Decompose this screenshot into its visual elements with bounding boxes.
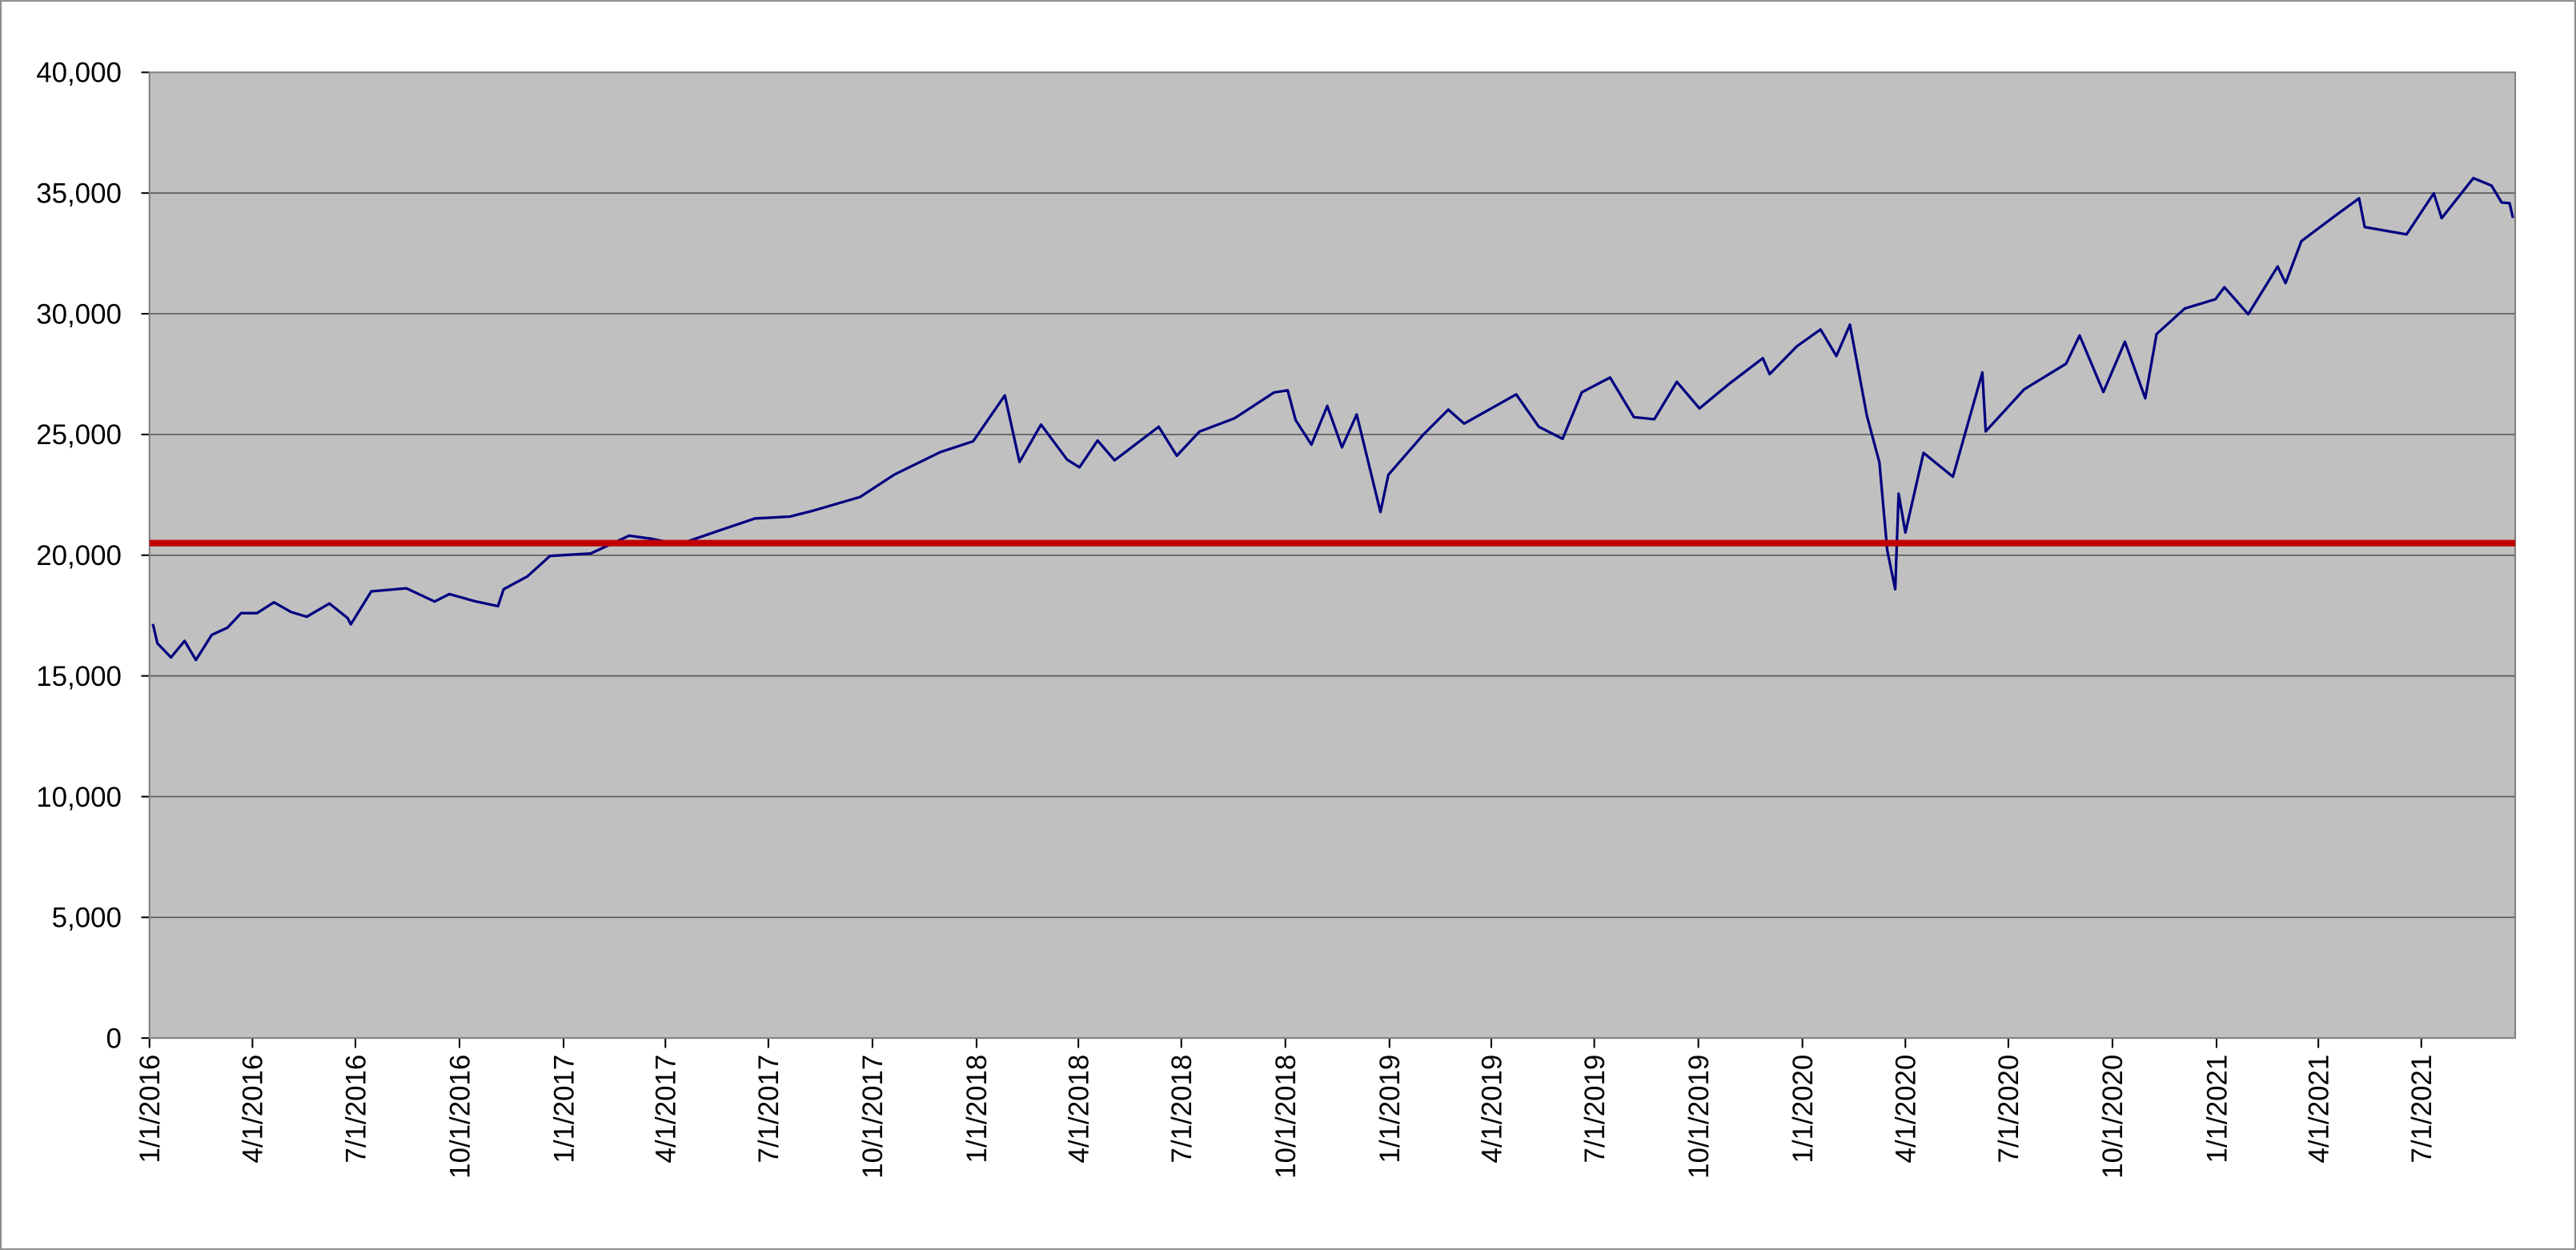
y-tick-label: 0: [106, 1023, 121, 1054]
x-tick-label: 1/1/2019: [1374, 1055, 1406, 1164]
plot-frame: [148, 71, 2517, 1040]
y-tick-label: 10,000: [36, 782, 122, 813]
x-tick-label: 1/1/2020: [1788, 1055, 1819, 1164]
x-tick-label: 1/1/2018: [961, 1055, 993, 1164]
x-tick-label: 4/1/2017: [651, 1055, 682, 1164]
x-tick-label: 1/1/2021: [2201, 1055, 2233, 1164]
y-tick-label: 5,000: [52, 903, 122, 934]
x-tick-label: 4/1/2019: [1476, 1055, 1507, 1164]
x-tick-label: 4/1/2021: [2303, 1055, 2334, 1164]
y-tick-label: 25,000: [36, 419, 122, 451]
x-tick-label: 4/1/2016: [238, 1055, 269, 1164]
x-tick-label: 4/1/2018: [1063, 1055, 1094, 1164]
x-tick-label: 10/1/2020: [2097, 1055, 2129, 1179]
y-tick-label: 15,000: [36, 661, 122, 692]
y-tick-label: 40,000: [36, 58, 122, 89]
x-tick-label: 7/1/2016: [340, 1055, 371, 1164]
y-tick-label: 30,000: [36, 298, 122, 330]
x-tick-label: 1/1/2016: [134, 1055, 166, 1164]
x-tick-label: 10/1/2016: [444, 1055, 475, 1179]
x-tick-label: 10/1/2019: [1683, 1055, 1715, 1179]
x-tick-label: 1/1/2017: [548, 1055, 580, 1164]
x-tick-label: 10/1/2018: [1270, 1055, 1302, 1179]
x-tick-label: 7/1/2019: [1579, 1055, 1611, 1164]
x-tick-label: 7/1/2020: [1993, 1055, 2024, 1164]
data-line: [151, 176, 2514, 662]
y-tick-label: 35,000: [36, 178, 122, 210]
x-tick-label: 4/1/2020: [1891, 1055, 1922, 1164]
x-tick-label: 10/1/2017: [857, 1055, 889, 1179]
y-tick-label: 20,000: [36, 540, 122, 571]
x-tick-label: 7/1/2021: [2406, 1055, 2438, 1164]
x-tick-label: 7/1/2017: [753, 1055, 784, 1164]
x-tick-label: 7/1/2018: [1166, 1055, 1198, 1164]
